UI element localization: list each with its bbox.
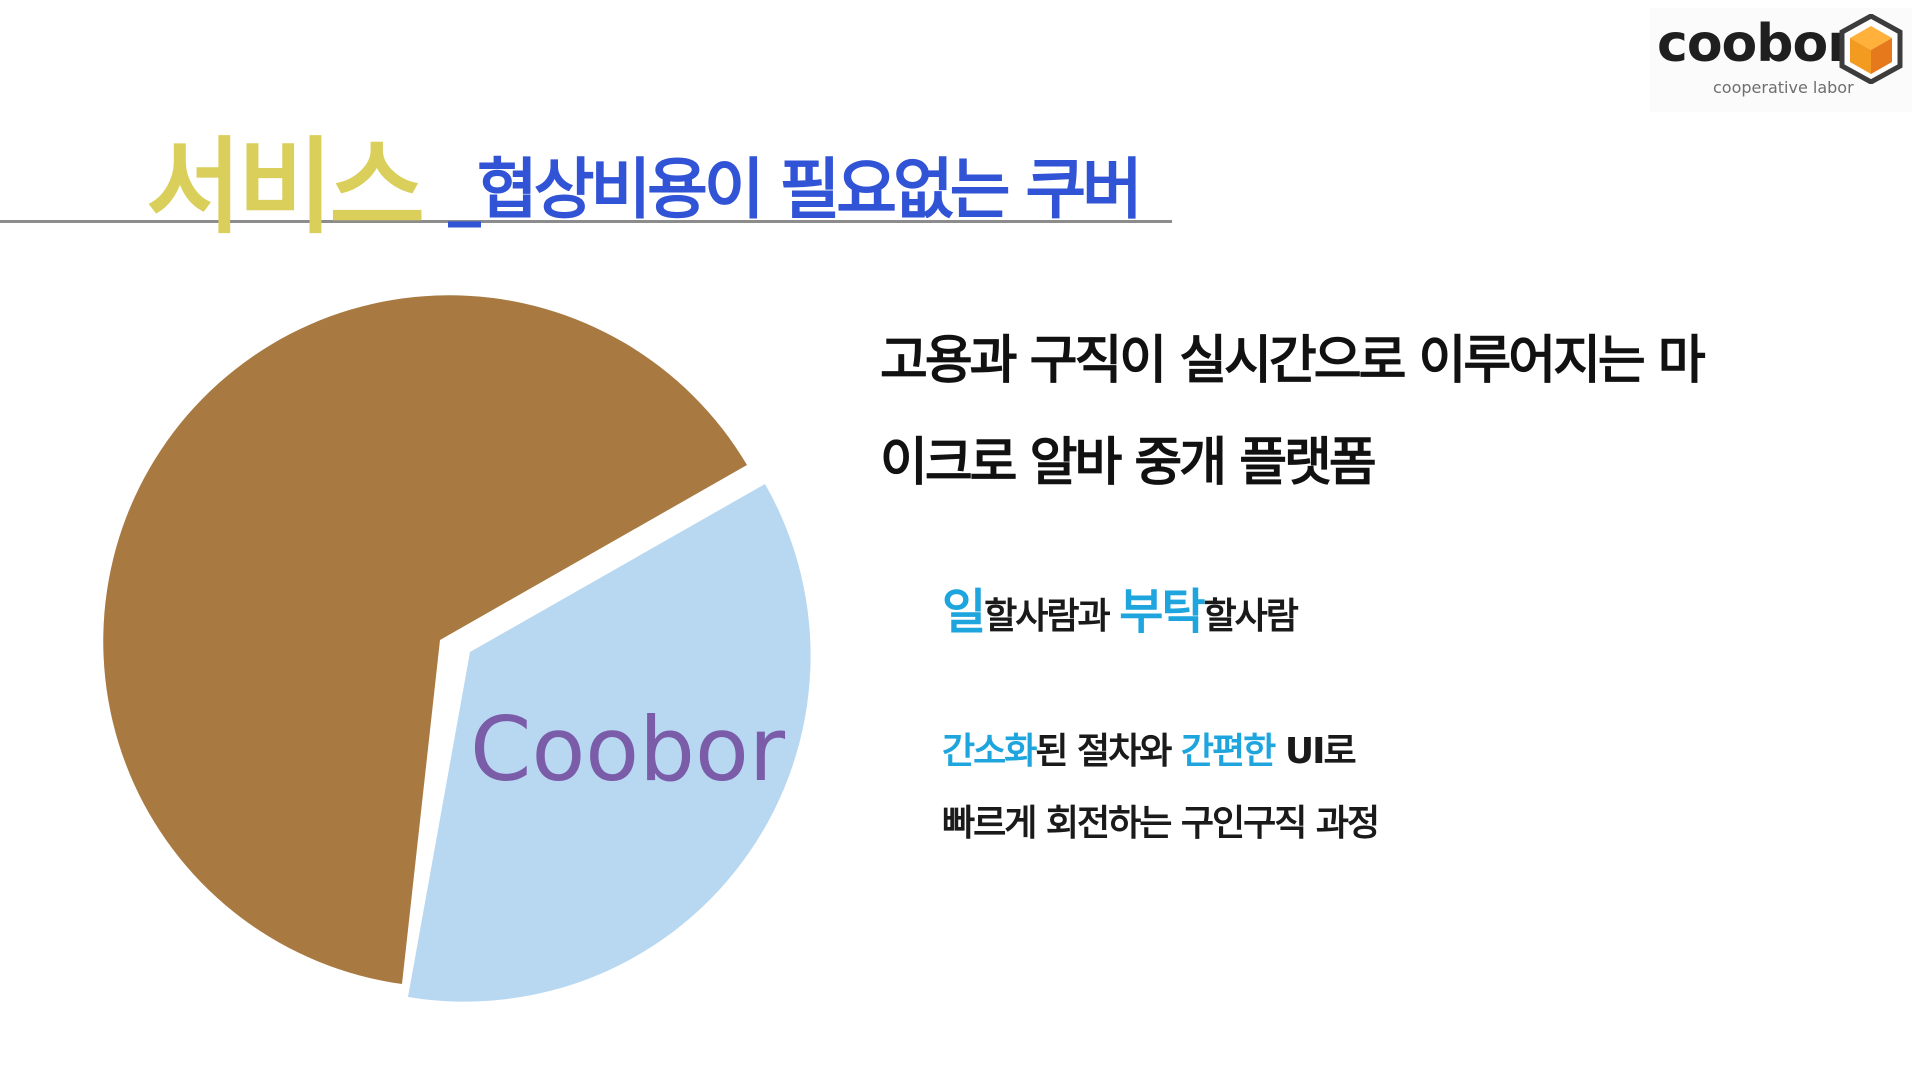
point-simple-accent-2: 간편한	[1180, 731, 1276, 772]
logo-tagline: cooperative labor	[1713, 78, 1854, 97]
point-workers-accent-2: 부탁	[1119, 584, 1205, 640]
hexagon-cube-icon	[1839, 14, 1903, 84]
headline-line-1: 고용과 구직이 실시간으로 이루어지는 마	[880, 331, 1706, 391]
pie-label: Coobor	[470, 698, 786, 801]
point-workers-text-1: 할사람과	[984, 596, 1120, 637]
point-workers: 일할사람과 부탁할사람	[942, 572, 1299, 642]
pie-graphic: Coobor	[103, 295, 811, 1002]
logo-wordmark: coobor	[1657, 14, 1853, 74]
brand-logo: coobor cooperative labor	[1650, 8, 1912, 112]
point-workers-text-2: 할사람	[1203, 596, 1299, 637]
point-workers-accent-1: 일	[942, 584, 986, 640]
page-title: 서비스	[146, 126, 425, 248]
point-simple-accent-1: 간소화	[942, 731, 1037, 772]
headline-line-2: 이크로 알바 중개 플랫폼	[880, 433, 1377, 493]
point-fast-cycle: 빠르게 회전하는 구인구직 과정	[942, 803, 1380, 844]
pie-segment-coobor	[408, 484, 811, 1002]
page-subtitle: _협상비용이 필요없는 쿠버	[448, 151, 1143, 228]
point-simple-text-2: UI로	[1274, 731, 1357, 772]
title-bar: 서비스 _협상비용이 필요없는 쿠버	[0, 100, 1172, 248]
point-simple-text-1: 된 절차와	[1035, 731, 1181, 772]
pie-segment-brown	[103, 295, 747, 984]
point-simple-process: 간소화된 절차와 간편한 UI로	[942, 722, 1357, 774]
